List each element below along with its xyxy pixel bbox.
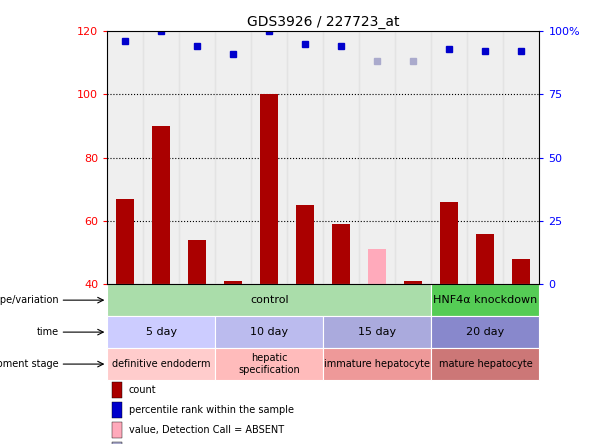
- Bar: [476, 234, 495, 284]
- Bar: [432, 284, 539, 316]
- Bar: [395, 31, 432, 284]
- Bar: [112, 402, 123, 418]
- Text: count: count: [129, 385, 156, 395]
- Bar: [107, 284, 432, 316]
- Bar: [468, 31, 503, 284]
- Bar: [215, 316, 324, 348]
- Text: definitive endoderm: definitive endoderm: [112, 359, 210, 369]
- Bar: [116, 199, 134, 284]
- Bar: [432, 316, 539, 348]
- Text: genotype/variation: genotype/variation: [0, 295, 59, 305]
- Bar: [432, 348, 539, 380]
- Text: 10 day: 10 day: [250, 327, 288, 337]
- Bar: [215, 31, 251, 284]
- Bar: [224, 281, 242, 284]
- Text: percentile rank within the sample: percentile rank within the sample: [129, 405, 294, 416]
- Bar: [503, 31, 539, 284]
- Bar: [359, 31, 395, 284]
- Bar: [112, 442, 123, 444]
- Text: mature hepatocyte: mature hepatocyte: [438, 359, 532, 369]
- Text: 5 day: 5 day: [146, 327, 177, 337]
- Bar: [261, 94, 278, 284]
- Bar: [251, 31, 287, 284]
- Bar: [296, 205, 314, 284]
- Bar: [324, 348, 432, 380]
- Text: HNF4α knockdown: HNF4α knockdown: [433, 295, 538, 305]
- Text: hepatic
specification: hepatic specification: [238, 353, 300, 375]
- Text: control: control: [250, 295, 289, 305]
- Text: immature hepatocyte: immature hepatocyte: [324, 359, 430, 369]
- Bar: [143, 31, 180, 284]
- Bar: [324, 316, 432, 348]
- Bar: [112, 382, 123, 398]
- Text: value, Detection Call = ABSENT: value, Detection Call = ABSENT: [129, 425, 284, 436]
- Text: 20 day: 20 day: [466, 327, 504, 337]
- Bar: [287, 31, 324, 284]
- Bar: [107, 31, 143, 284]
- Bar: [405, 281, 422, 284]
- Bar: [432, 31, 467, 284]
- Bar: [512, 259, 530, 284]
- Text: time: time: [37, 327, 59, 337]
- Bar: [152, 126, 170, 284]
- Bar: [368, 250, 386, 284]
- Bar: [107, 348, 215, 380]
- Bar: [324, 31, 359, 284]
- Bar: [188, 240, 207, 284]
- Title: GDS3926 / 227723_at: GDS3926 / 227723_at: [247, 15, 400, 29]
- Bar: [112, 422, 123, 438]
- Bar: [215, 348, 324, 380]
- Text: development stage: development stage: [0, 359, 59, 369]
- Bar: [107, 316, 215, 348]
- Text: 15 day: 15 day: [359, 327, 397, 337]
- Bar: [179, 31, 215, 284]
- Bar: [332, 224, 351, 284]
- Bar: [440, 202, 459, 284]
